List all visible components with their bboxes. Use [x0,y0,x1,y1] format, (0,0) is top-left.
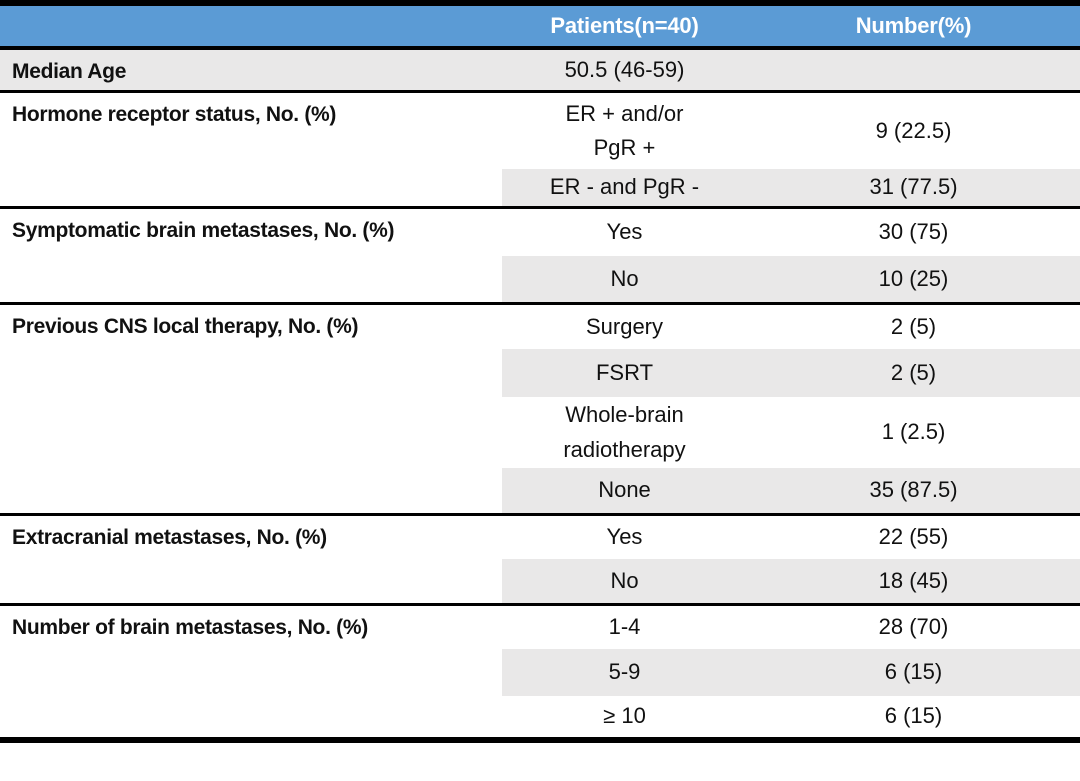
value-cell: None [502,468,747,514]
number-cell [747,46,1080,91]
table-row: Extracranial metastases, No. (%) Yes 22 … [0,512,1080,604]
patient-characteristics-table: Patients(n=40) Number(%) Median Age 50.5… [0,0,1080,743]
value-cell: 1-4 [502,602,747,649]
column-header-number: Number(%) [747,3,1080,50]
table-row: Median Age 50.5 (46-59) [0,46,1080,91]
category-cell: Median Age [0,46,502,91]
column-header-patients: Patients(n=40) [502,3,747,50]
value-cell: ER - and PgR - [502,169,747,207]
value-cell: 50.5 (46-59) [502,46,747,91]
value-cell: Yes [502,205,747,256]
number-cell: 22 (55) [747,512,1080,559]
table-row: None 35 (87.5) [0,468,1080,514]
column-header-empty [0,3,502,50]
number-cell: 1 (2.5) [881,419,946,445]
table-row: No 10 (25) [0,256,1080,303]
table-row: Symptomatic brain metastases, No. (%) Ye… [0,205,1080,303]
value-cell: 5-9 [502,649,747,696]
table-row: Whole-brain radiotherapy 1 (2.5) [0,397,1080,468]
category-cell: Previous CNS local therapy, No. (%) [0,301,502,514]
number-cell: 31 (77.5) [747,169,1080,207]
table-row: Number of brain metastases, No. (%) 1-4 … [0,602,1080,740]
value-cell: No [502,559,747,604]
number-cell: 6 (15) [884,703,943,729]
number-cell: 9 (22.5) [747,89,1080,169]
category-cell: Hormone receptor status, No. (%) [0,89,502,207]
value-cell: FSRT [502,349,747,397]
table-row: Hormone receptor status, No. (%) ER + an… [0,89,1080,207]
number-cell: 10 (25) [747,256,1080,303]
number-cell: 2 (5) [747,301,1080,349]
table-row: ≥ 10 6 (15) [0,696,1080,740]
value-cell: Yes [502,512,747,559]
value-cell: ≥ 10 [603,703,646,729]
category-cell: Extracranial metastases, No. (%) [0,512,502,604]
value-cell: No [502,256,747,303]
number-cell: 18 (45) [747,559,1080,604]
number-cell: 6 (15) [747,649,1080,696]
table-row: Previous CNS local therapy, No. (%) Surg… [0,301,1080,514]
value-cell: ER + and/or PgR + [502,89,747,169]
table-row: ER - and PgR - 31 (77.5) [0,169,1080,207]
table-row: FSRT 2 (5) [0,349,1080,397]
number-cell: 28 (70) [747,602,1080,649]
number-cell: 2 (5) [747,349,1080,397]
value-cell: Surgery [502,301,747,349]
category-cell: Symptomatic brain metastases, No. (%) [0,205,502,303]
table-row: No 18 (45) [0,559,1080,604]
category-cell: Number of brain metastases, No. (%) [0,602,502,740]
value-cell: Whole-brain radiotherapy [563,402,686,462]
number-cell: 30 (75) [747,205,1080,256]
number-cell: 35 (87.5) [747,468,1080,514]
header-row: Patients(n=40) Number(%) [0,3,1080,50]
table-row: 5-9 6 (15) [0,649,1080,696]
